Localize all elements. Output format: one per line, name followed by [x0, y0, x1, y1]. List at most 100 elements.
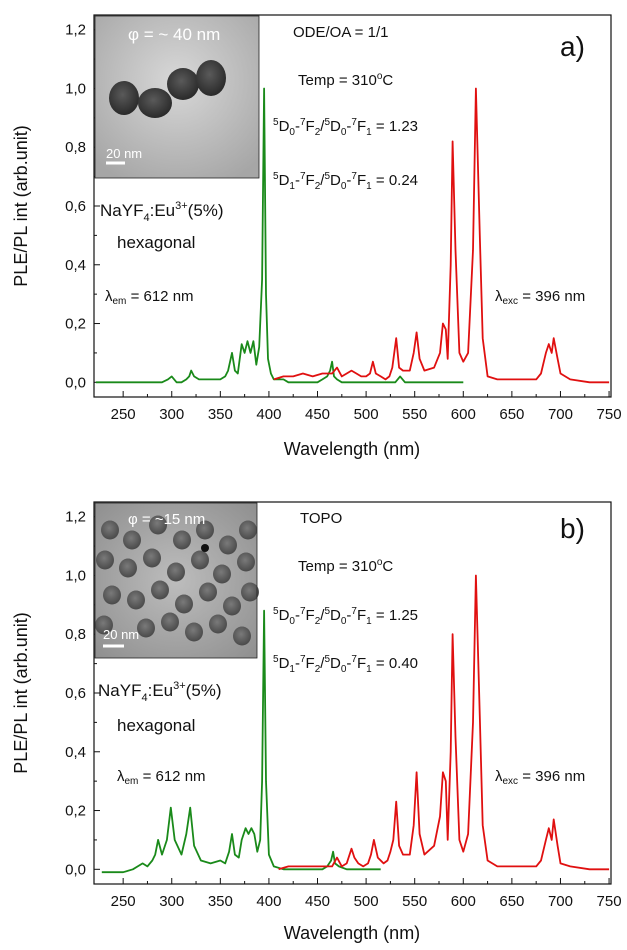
panel-a-xtick-label: 750 [597, 406, 622, 423]
panel-b-ytick-label: 0,4 [65, 744, 86, 761]
panel-a-ratio-1: 5D0-7F2/5D0-7F1 = 1.23 [273, 117, 418, 138]
panel-b-xtick-label: 350 [208, 893, 233, 910]
panel-b-xtick-label: 700 [548, 893, 573, 910]
panel-b-xtick-label: 650 [499, 893, 524, 910]
nanoparticle [143, 548, 161, 568]
panel-a: 250 300 350 400 450 500 550 600 650 700 750 0,0 0,2… [11, 14, 622, 459]
nanoparticle [167, 562, 185, 582]
nanoparticle [233, 626, 251, 646]
panel-b-yticks: 0,0 0,2 0,4 0,6 0,8 1,0 1,2 [65, 509, 100, 878]
nanoparticle [137, 618, 155, 638]
panel-b-xtick-label: 450 [305, 893, 330, 910]
panel-a-temp: Temp = 310oC [298, 71, 393, 89]
panel-a-xticks: 250 300 350 400 450 500 550 600 650 700 750 [111, 391, 622, 423]
panel-b-ytick-label: 0,2 [65, 803, 86, 820]
panel-a-xtick-label: 250 [111, 406, 136, 423]
panel-b-xtick-label: 400 [256, 893, 281, 910]
nanoparticle [175, 594, 193, 614]
panel-b-nanoparticles [95, 515, 259, 646]
panel-a-lambda-exc: λexc = 396 nm [495, 288, 585, 307]
panel-b-material: NaYF4:Eu3+(5%) [98, 680, 222, 704]
panel-a-solvent: ODE/OA = 1/1 [293, 24, 388, 41]
panel-a-scale-label: 20 nm [106, 146, 142, 161]
panel-a-ytick-label: 1,0 [65, 80, 86, 97]
panel-b-ylabel: PLE/PL int (arb.unit) [11, 612, 31, 773]
panel-b-ytick-label: 1,2 [65, 509, 86, 526]
panel-a-ytick-label: 0,4 [65, 257, 86, 274]
panel-a-xtick-label: 550 [402, 406, 427, 423]
nanoparticle [239, 520, 257, 540]
nanoparticle [241, 582, 259, 602]
panel-b-tem-inset: 20 nm φ = ~15 nm [94, 502, 259, 659]
panel-b: 250 300 350 400 450 500 550 600 650 700 750 0,0 0,2… [11, 501, 622, 943]
panel-b-ytick-label: 0,0 [65, 861, 86, 878]
panel-b-solvent: TOPO [300, 510, 342, 527]
panel-a-ytick-label: 0,0 [65, 374, 86, 391]
panel-a-xtick-label: 650 [499, 406, 524, 423]
nanoparticle [185, 622, 203, 642]
panel-a-ratio-2: 5D1-7F2/5D0-7F1 = 0.24 [273, 171, 418, 192]
nanoparticle-dark [201, 544, 209, 552]
panel-b-label: b) [560, 513, 585, 544]
nanoparticle [95, 615, 113, 635]
panel-a-ytick-label: 0,2 [65, 316, 86, 333]
panel-a-tem-inset: 20 nm φ = ~ 40 nm [94, 15, 260, 179]
nanoparticle [101, 520, 119, 540]
panel-b-lambda-em: λem = 612 nm [117, 768, 206, 787]
panel-b-xticks: 250 300 350 400 450 500 550 600 650 700 750 [111, 878, 622, 910]
panel-a-xtick-label: 400 [256, 406, 281, 423]
panel-a-phase: hexagonal [117, 233, 195, 252]
panel-b-ratio-1: 5D0-7F2/5D0-7F1 = 1.25 [273, 606, 418, 627]
panel-b-ple-line [101, 609, 381, 874]
nanoparticle [237, 552, 255, 572]
panel-b-xtick-label: 300 [159, 893, 184, 910]
panel-a-xtick-label: 300 [159, 406, 184, 423]
panel-a-lambda-em: λem = 612 nm [105, 288, 194, 307]
panel-b-pl-line [278, 574, 610, 871]
panel-b-ytick-label: 0,6 [65, 685, 86, 702]
panel-a-xtick-label: 450 [305, 406, 330, 423]
panel-b-xtick-label: 250 [111, 893, 136, 910]
panel-a-label: a) [560, 31, 585, 62]
panel-b-diameter-label: φ = ~15 nm [128, 511, 205, 528]
panel-b-ytick-label: 0,8 [65, 626, 86, 643]
nanoparticle [127, 590, 145, 610]
panel-b-series [101, 574, 610, 874]
nanoparticle [123, 530, 141, 550]
panel-a-xtick-label: 600 [451, 406, 476, 423]
nanoparticle [196, 520, 214, 540]
panel-b-ratio-2: 5D1-7F2/5D0-7F1 = 0.40 [273, 654, 418, 675]
nanoparticle [173, 530, 191, 550]
panel-a-xlabel: Wavelength (nm) [284, 439, 420, 459]
nanoparticle [151, 580, 169, 600]
panel-b-xtick-label: 550 [402, 893, 427, 910]
panel-b-temp: Temp = 310oC [298, 557, 393, 575]
nanoparticle [209, 614, 227, 634]
nanoparticle [199, 582, 217, 602]
panel-b-xtick-label: 500 [354, 893, 379, 910]
panel-b-lambda-exc: λexc = 396 nm [495, 768, 585, 787]
panel-a-material: NaYF4:Eu3+(5%) [100, 200, 224, 224]
panel-a-xtick-label: 500 [354, 406, 379, 423]
panel-b-xtick-label: 600 [451, 893, 476, 910]
panel-a-xtick-label: 700 [548, 406, 573, 423]
panel-b-scale-label: 20 nm [103, 627, 139, 642]
panel-b-phase: hexagonal [117, 716, 195, 735]
nanoparticle [161, 612, 179, 632]
nanoparticle [223, 596, 241, 616]
panel-b-xtick-label: 750 [597, 893, 622, 910]
nanoparticle [213, 564, 231, 584]
panel-a-ytick-label: 1,2 [65, 22, 86, 39]
panel-a-ytick-label: 0,6 [65, 198, 86, 215]
nanoparticle [96, 550, 114, 570]
nanoparticle [191, 550, 209, 570]
panel-a-ylabel: PLE/PL int (arb.unit) [11, 125, 31, 286]
nanoparticle [219, 535, 237, 555]
nanoparticle [149, 515, 167, 535]
panel-b-ytick-label: 1,0 [65, 567, 86, 584]
nanoparticle [103, 585, 121, 605]
panel-b-xlabel: Wavelength (nm) [284, 923, 420, 943]
panel-a-ple-line [95, 87, 464, 384]
